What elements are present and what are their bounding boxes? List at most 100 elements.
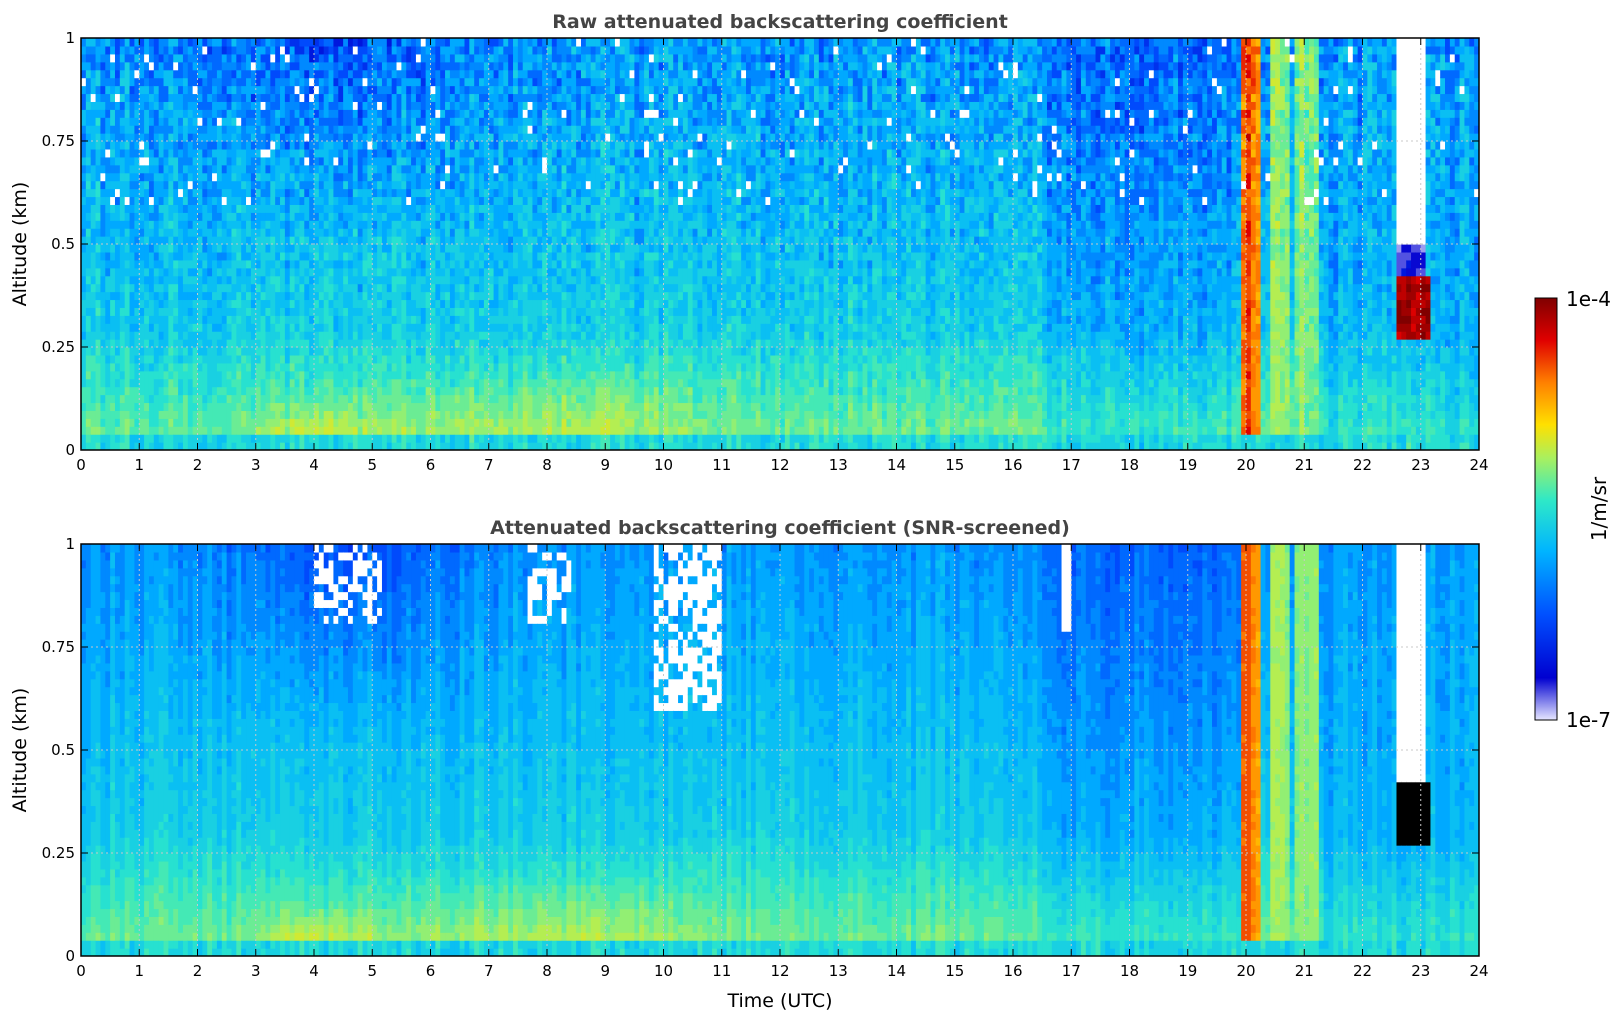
heatmap-cell	[221, 283, 228, 293]
heatmap-cell	[377, 275, 383, 285]
heatmap-cell	[488, 275, 495, 285]
heatmap-cell	[682, 370, 689, 388]
heatmap-cell	[556, 117, 563, 126]
heatmap-cell	[634, 93, 640, 110]
heatmap-cell	[610, 164, 616, 174]
heatmap-cell	[639, 45, 645, 55]
heatmap-cell	[275, 275, 281, 293]
heatmap-cell	[580, 125, 587, 134]
heatmap-cell	[148, 426, 155, 435]
heatmap-cell	[503, 394, 509, 419]
heatmap-cell	[197, 204, 203, 213]
heatmap-cell	[197, 53, 203, 63]
heatmap-cell	[576, 172, 582, 182]
heatmap-cell	[178, 402, 184, 427]
heatmap-cell	[561, 133, 568, 142]
heatmap-cell	[148, 442, 155, 450]
heatmap-cell	[556, 212, 563, 221]
heatmap-cell	[595, 410, 601, 435]
heatmap-cell	[488, 45, 495, 55]
heatmap-cell	[280, 85, 286, 118]
heatmap-cell	[318, 259, 325, 269]
heatmap-cell	[532, 283, 538, 293]
heatmap-cell	[474, 259, 480, 277]
heatmap-cell	[440, 442, 446, 450]
heatmap-cell	[246, 164, 252, 174]
heatmap-cell	[153, 267, 160, 277]
heatmap-cell	[90, 275, 97, 285]
heatmap-cell	[721, 236, 728, 245]
heatmap-cell	[469, 378, 475, 388]
heatmap-cell	[178, 259, 184, 269]
heatmap-cell	[580, 323, 587, 332]
heatmap-cell	[595, 323, 601, 332]
heatmap-cell	[542, 212, 548, 237]
heatmap-cell	[377, 117, 383, 126]
heatmap-cell	[600, 244, 606, 253]
heatmap-cell	[192, 244, 199, 253]
heatmap-cell	[576, 77, 582, 87]
heatmap-cell	[590, 267, 597, 277]
heatmap-cell	[508, 133, 514, 142]
heatmap-cell	[401, 117, 407, 126]
heatmap-cell	[236, 370, 242, 380]
heatmap-cell	[639, 133, 645, 142]
heatmap-cell	[105, 180, 111, 190]
heatmap-cell	[430, 53, 436, 63]
heatmap-cell	[270, 434, 276, 450]
heatmap-cell	[571, 307, 577, 324]
heatmap-cell	[668, 339, 674, 348]
heatmap-cell	[716, 212, 723, 221]
heatmap-cell	[415, 156, 422, 166]
heatmap-cell	[498, 259, 504, 269]
heatmap-cell	[576, 204, 582, 213]
heatmap-cell	[372, 354, 378, 364]
heatmap-cell	[182, 117, 189, 126]
heatmap-cell	[182, 172, 189, 182]
heatmap-cell	[318, 331, 325, 348]
heatmap-cell	[192, 323, 199, 332]
heatmap-cell	[216, 196, 223, 213]
heatmap-cell	[236, 109, 242, 118]
heatmap-cell	[212, 331, 218, 388]
heatmap-cell	[580, 117, 587, 126]
heatmap-cell	[110, 188, 116, 198]
heatmap-cell	[318, 69, 325, 79]
heatmap-cell	[716, 418, 723, 427]
heatmap-cell	[648, 347, 655, 356]
heatmap-cell	[343, 244, 349, 253]
heatmap-cell	[270, 109, 276, 134]
heatmap-cell	[270, 53, 276, 63]
heatmap-cell	[420, 125, 427, 134]
heatmap-cell	[445, 259, 451, 269]
heatmap-cell	[678, 180, 684, 190]
heatmap-cell	[124, 38, 131, 47]
heatmap-cell	[445, 323, 451, 332]
heatmap-cell	[275, 156, 281, 166]
heatmap-cell	[202, 267, 208, 285]
heatmap-cell	[411, 275, 417, 285]
heatmap-cell	[367, 109, 373, 134]
heatmap-cell	[658, 339, 665, 348]
heatmap-cell	[522, 156, 529, 166]
heatmap-cell	[556, 442, 563, 450]
heatmap-cell	[202, 354, 208, 364]
heatmap-cell	[352, 354, 359, 372]
heatmap-cell	[454, 69, 461, 79]
heatmap-cell	[449, 196, 456, 213]
heatmap-cell	[430, 347, 436, 356]
heatmap-cell	[105, 188, 111, 198]
heatmap-cell	[202, 61, 208, 71]
heatmap-cell	[231, 45, 237, 55]
heatmap-cell	[440, 386, 446, 396]
heatmap-cell	[580, 93, 587, 110]
heatmap-cell	[483, 370, 490, 380]
heatmap-cell	[246, 196, 252, 205]
heatmap-cell	[610, 323, 616, 332]
heatmap-cell	[105, 53, 111, 71]
heatmap-cell	[454, 61, 461, 71]
heatmap-cell	[362, 85, 368, 95]
heatmap-cell	[158, 386, 165, 411]
heatmap-cell	[532, 347, 538, 380]
